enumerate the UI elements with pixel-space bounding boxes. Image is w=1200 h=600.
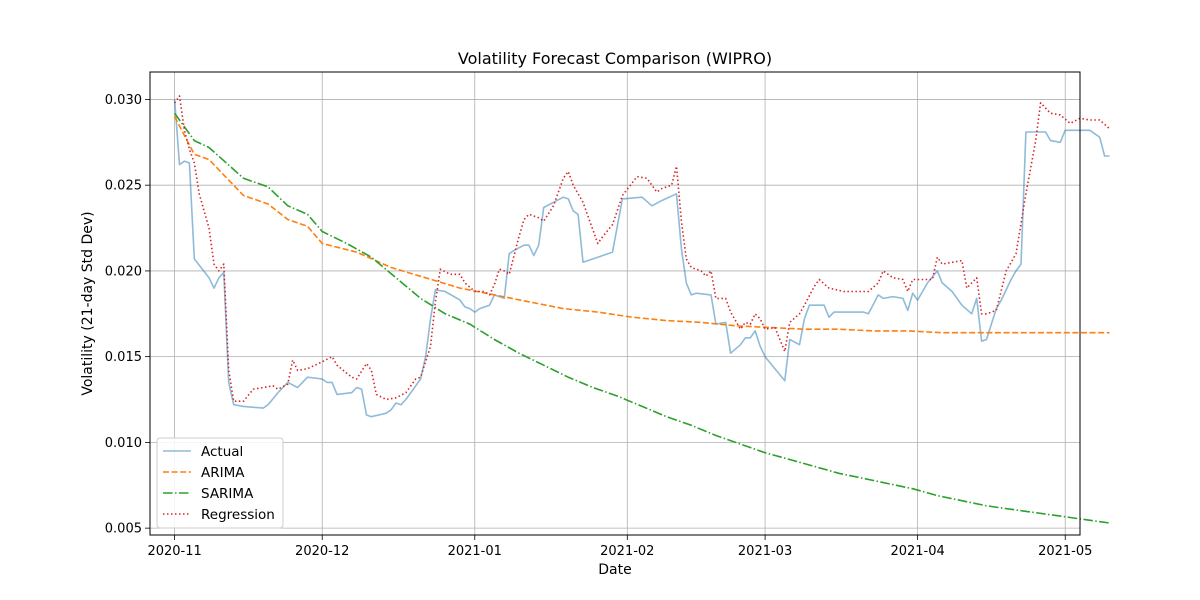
series-line-regression <box>173 95 1111 403</box>
grid-lines <box>150 72 1080 535</box>
legend-label: SARIMA <box>201 486 254 502</box>
series-lines <box>173 95 1111 524</box>
x-tick-label: 2021-02 <box>600 544 654 559</box>
x-tick-label: 2021-04 <box>890 544 944 559</box>
y-tick-label: 0.020 <box>105 264 142 279</box>
series-line-sarima <box>173 112 1110 524</box>
y-axis-title: Volatility (21-day Std Dev) <box>80 211 96 395</box>
series-line-actual <box>173 99 1110 418</box>
y-tick-label: 0.030 <box>105 93 142 108</box>
y-tick-label: 0.010 <box>105 436 142 451</box>
legend: Actual ARIMA SARIMA Regression <box>156 437 284 529</box>
y-tick-label: 0.005 <box>105 522 142 537</box>
y-axis-ticks: 0.005 0.010 0.015 0.020 0.025 0.030 <box>105 93 150 537</box>
x-axis-title: Date <box>598 562 631 578</box>
y-tick-label: 0.015 <box>105 350 142 365</box>
series-line-arima <box>173 116 1110 334</box>
chart-title: Volatility Forecast Comparison (WIPRO) <box>458 49 772 68</box>
plot-frame <box>149 71 1081 536</box>
legend-label: Regression <box>201 507 275 523</box>
legend-box <box>156 437 284 529</box>
y-tick-label: 0.025 <box>105 179 142 194</box>
x-tick-label: 2021-01 <box>448 544 502 559</box>
x-tick-label: 2021-03 <box>738 544 792 559</box>
x-tick-label: 2020-12 <box>295 544 349 559</box>
legend-label: ARIMA <box>201 465 245 481</box>
x-tick-label: 2021-05 <box>1038 544 1092 559</box>
legend-label: Actual <box>201 444 243 460</box>
x-tick-label: 2020-11 <box>147 544 201 559</box>
x-axis-ticks: 2020-11 2020-12 2021-01 2021-02 2021-03 2021-… <box>147 535 1092 559</box>
